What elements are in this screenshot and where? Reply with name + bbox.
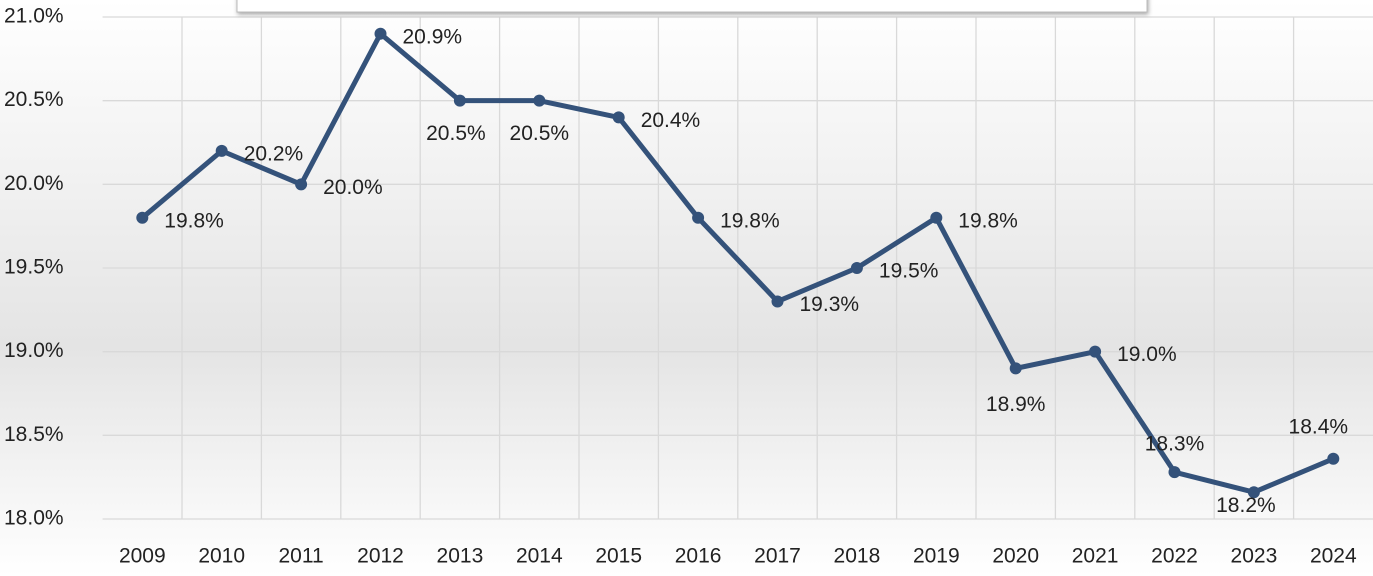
data-label: 19.8%: [958, 209, 1018, 232]
x-tick-label: 2015: [595, 545, 642, 568]
data-label: 18.3%: [1145, 433, 1205, 456]
point: [453, 94, 466, 107]
x-tick-label: 2010: [198, 545, 245, 568]
x-tick-label: 2013: [437, 545, 484, 568]
y-tick-label: 21.0%: [4, 5, 64, 28]
x-tick-label: 2014: [516, 545, 563, 568]
point: [1089, 345, 1102, 358]
data-label: 19.8%: [164, 209, 224, 232]
data-label: 19.5%: [879, 260, 939, 283]
data-label: 18.9%: [986, 393, 1046, 416]
y-tick-label: 20.5%: [4, 88, 64, 111]
data-label: 19.3%: [800, 293, 860, 316]
point: [1168, 466, 1181, 479]
point: [1009, 362, 1022, 375]
x-tick-label: 2023: [1231, 545, 1278, 568]
data-label: 20.0%: [323, 176, 383, 199]
x-tick-label: 2022: [1151, 545, 1198, 568]
data-label: 19.0%: [1117, 343, 1177, 366]
data-label: 18.2%: [1216, 494, 1276, 517]
point: [930, 211, 943, 224]
x-tick-label: 2024: [1310, 545, 1357, 568]
title-box: [236, 0, 1148, 13]
data-label: 19.8%: [720, 209, 780, 232]
point: [692, 211, 705, 224]
point: [771, 295, 784, 308]
y-tick-label: 19.0%: [4, 339, 64, 362]
data-label: 18.4%: [1289, 415, 1349, 438]
x-tick-label: 2009: [119, 545, 166, 568]
x-tick-label: 2017: [754, 545, 801, 568]
y-tick-label: 18.5%: [4, 423, 64, 446]
y-tick-label: 18.0%: [4, 507, 64, 530]
data-label: 20.5%: [426, 122, 486, 145]
point: [295, 178, 308, 191]
point: [533, 94, 546, 107]
point: [612, 111, 625, 124]
data-label: 20.5%: [510, 122, 570, 145]
y-tick-label: 20.0%: [4, 172, 64, 195]
y-tick-label: 19.5%: [4, 256, 64, 279]
data-label: 20.9%: [403, 25, 463, 48]
data-label: 20.4%: [641, 109, 701, 132]
x-tick-label: 2016: [675, 545, 722, 568]
point: [136, 211, 149, 224]
point: [1247, 486, 1260, 499]
x-tick-label: 2012: [357, 545, 404, 568]
x-tick-label: 2011: [279, 545, 324, 568]
data-label: 20.2%: [244, 142, 304, 165]
point: [1327, 452, 1340, 465]
point: [215, 144, 228, 157]
x-tick-label: 2018: [834, 545, 881, 568]
line: [140, 31, 1335, 495]
point: [850, 262, 863, 274]
x-tick-label: 2019: [913, 545, 960, 568]
x-tick-label: 2020: [992, 545, 1039, 568]
point: [374, 27, 387, 40]
x-tick-label: 2021: [1072, 545, 1119, 568]
